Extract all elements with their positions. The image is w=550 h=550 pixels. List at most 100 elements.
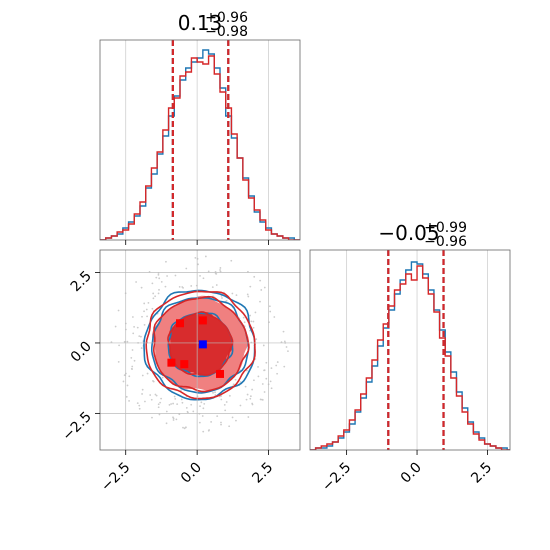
hist-y-title-median: −0.05 — [378, 221, 439, 245]
scatter-sample — [131, 349, 134, 351]
scatter-sample — [164, 285, 167, 288]
scatter-sample — [282, 330, 285, 333]
scatter-sample — [141, 388, 144, 391]
scatter-sample — [202, 277, 205, 280]
scatter-sample — [263, 286, 266, 289]
scatter-sample — [172, 402, 175, 405]
scatter-sample — [231, 292, 234, 295]
hist-y-title-minus: −0.96 — [424, 234, 467, 250]
scatter-sample — [270, 387, 273, 390]
scatter-sample — [152, 380, 155, 383]
scatter-sample — [138, 407, 141, 410]
scatter-sample — [262, 344, 265, 347]
scatter-sample — [181, 286, 184, 288]
hist-x-title-median: 0.13 — [178, 11, 223, 35]
scatter-sample — [136, 326, 139, 329]
joint-xtick-label: −2.5 — [98, 460, 133, 495]
scatter-sample — [145, 308, 148, 311]
scatter-sample — [150, 398, 153, 401]
contour-line-red — [152, 295, 250, 393]
hist-y-title-plus: +0.99 — [424, 220, 467, 236]
scatter-sample — [157, 292, 160, 295]
scatter-sample — [133, 359, 136, 362]
scatter-sample — [210, 421, 213, 423]
hist-y-xtick-label: 2.5 — [468, 460, 495, 487]
scatter-sample — [280, 341, 283, 344]
scatter-sample — [252, 320, 255, 323]
hist-y-xtick-label: 0.0 — [398, 460, 425, 487]
scatter-sample — [122, 380, 125, 383]
scatter-sample — [239, 404, 242, 407]
scatter-sample — [157, 406, 160, 409]
scatter-sample — [170, 403, 173, 405]
hist-y-series — [310, 261, 510, 450]
scatter-sample — [261, 383, 264, 385]
scatter-sample — [128, 375, 131, 378]
scatter-sample — [232, 383, 235, 386]
scatter-sample — [141, 393, 143, 395]
joint-xtick-label: 2.5 — [249, 460, 276, 487]
contour-line-red — [145, 290, 256, 400]
red-marker — [167, 358, 176, 367]
scatter-sample — [255, 338, 258, 341]
scatter-sample — [265, 377, 268, 380]
scatter-sample — [123, 374, 126, 377]
scatter-sample — [178, 285, 181, 288]
scatter-sample — [259, 279, 262, 282]
hist-y-xtick-label: −2.5 — [319, 460, 354, 495]
scatter-sample — [182, 426, 184, 429]
scatter-sample — [143, 302, 146, 305]
hist-x-frame — [99, 39, 301, 241]
scatter-sample — [140, 335, 142, 338]
scatter-sample — [151, 307, 154, 310]
scatter-sample — [135, 281, 138, 283]
scatter-sample — [251, 403, 254, 406]
hist-x-series-blue — [100, 49, 300, 240]
scatter-sample — [165, 410, 168, 413]
scatter-sample — [257, 375, 260, 378]
joint-xtick-label: 0.0 — [178, 460, 205, 487]
hist-y-grid — [346, 250, 488, 450]
scatter-sample — [249, 314, 251, 317]
scatter-sample — [249, 395, 252, 398]
scatter-sample — [133, 325, 136, 328]
red-marker — [216, 369, 224, 378]
scatter-sample — [234, 378, 237, 381]
scatter-sample — [268, 305, 271, 308]
scatter-sample — [125, 395, 128, 398]
scatter-sample — [172, 419, 175, 421]
scatter-sample — [178, 413, 181, 416]
hist-x-quantiles — [171, 40, 230, 240]
scatter-sample — [165, 422, 168, 425]
scatter-sample — [160, 280, 163, 283]
scatter-sample — [285, 346, 288, 348]
scatter-sample — [239, 381, 242, 383]
scatter-sample — [204, 255, 207, 258]
hist-y-frame — [309, 249, 511, 451]
scatter-sample — [136, 402, 139, 405]
scatter-sample — [143, 324, 146, 326]
scatter-sample — [203, 402, 206, 405]
joint-scatter — [110, 255, 289, 433]
scatter-sample — [138, 404, 141, 407]
hist-y-ticks: −2.5 0.0 2.5 — [319, 450, 495, 495]
scatter-sample — [152, 292, 155, 295]
scatter-sample — [243, 321, 246, 324]
scatter-sample — [216, 415, 219, 417]
scatter-sample — [131, 365, 134, 368]
scatter-sample — [192, 410, 195, 413]
joint-frame — [99, 249, 301, 451]
scatter-sample — [265, 361, 268, 364]
scatter-sample — [214, 391, 216, 394]
scatter-sample — [246, 293, 249, 296]
scatter-sample — [214, 394, 217, 396]
scatter-sample — [117, 360, 120, 363]
scatter-sample — [207, 429, 210, 432]
scatter-sample — [231, 416, 234, 419]
scatter-sample — [118, 344, 120, 347]
scatter-sample — [254, 311, 257, 314]
scatter-sample — [117, 309, 120, 312]
scatter-sample — [168, 403, 171, 406]
scatter-sample — [251, 388, 254, 391]
hist-x-title-minus: −0.98 — [205, 24, 248, 40]
